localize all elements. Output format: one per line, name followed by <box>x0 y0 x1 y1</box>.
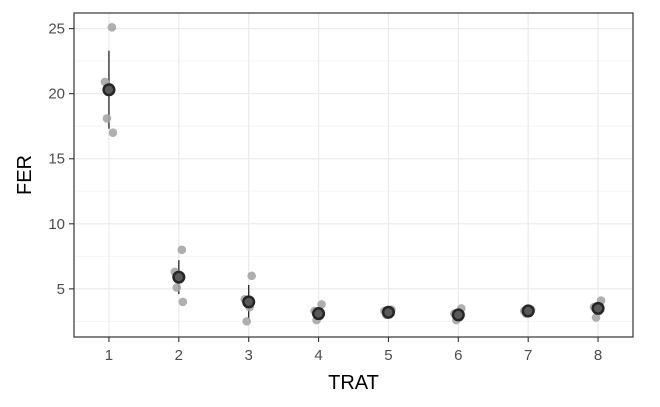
data-point <box>108 128 118 138</box>
mean-marker <box>521 304 535 318</box>
x-axis-title: TRAT <box>328 372 379 394</box>
x-tick-label: 5 <box>384 347 392 364</box>
mean-marker <box>242 295 256 309</box>
mean-marker <box>312 307 326 321</box>
data-point <box>102 114 112 123</box>
data-point <box>591 313 601 322</box>
data-point <box>172 283 182 292</box>
y-tick-label: 10 <box>48 216 65 233</box>
mean-markers <box>102 83 605 322</box>
x-tick-label: 6 <box>454 347 462 364</box>
x-tick-label: 7 <box>524 347 532 364</box>
data-point <box>178 297 188 307</box>
mean-marker <box>172 270 186 284</box>
x-tick-label: 1 <box>105 347 113 364</box>
data-point <box>242 317 251 326</box>
grid <box>74 13 633 337</box>
y-tick-label: 20 <box>48 86 65 103</box>
panel-border <box>73 12 634 338</box>
y-tick-label: 25 <box>48 21 65 38</box>
y-tick-label: 15 <box>48 151 65 168</box>
x-tick-label: 3 <box>245 347 253 364</box>
x-tick-label: 4 <box>314 347 322 364</box>
x-tick-label: 8 <box>594 347 602 364</box>
data-point <box>317 300 326 309</box>
y-axis-title: FER <box>14 155 36 195</box>
mean-marker <box>591 301 605 315</box>
mean-marker <box>451 308 465 322</box>
data-point <box>177 245 187 255</box>
y-tick-label: 5 <box>57 281 65 298</box>
mean-marker <box>381 305 395 319</box>
data-point <box>107 23 117 32</box>
data-point <box>247 271 256 281</box>
axis-ticks: 1 2 3 4 5 6 7 8 5 10 15 20 25 <box>48 21 602 364</box>
x-tick-label: 2 <box>175 347 183 364</box>
mean-marker <box>102 83 116 97</box>
